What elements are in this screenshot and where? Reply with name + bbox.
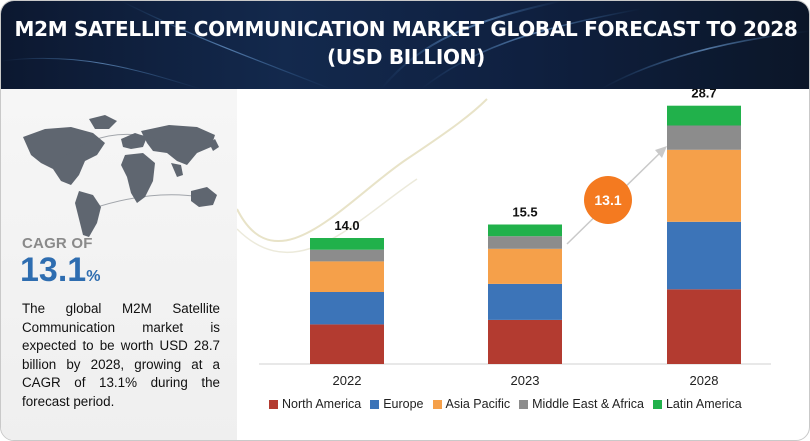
bar-segment-2028-asia-pacific [667,149,741,222]
market-description: The global M2M Satellite Communication m… [22,301,220,409]
bar-segment-2028-middle-east-africa [667,125,741,150]
x-tick-2028: 2028 [690,373,719,388]
cagr-arrow: 13.1 [566,146,667,245]
legend-label: Europe [383,397,424,411]
bar-segment-2022-north-america [310,324,384,364]
header-light-streaks [1,1,809,89]
legend-item-north-america: North America [269,397,361,411]
legend-item-europe: Europe [370,397,424,411]
header-banner: M2M SATELLITE COMMUNICATION MARKET GLOBA… [1,1,809,89]
legend-swatch [370,399,380,409]
bar-segment-2028-latin-america [667,105,741,126]
summary-panel: CAGR OF 13.1% The global M2M Satellite C… [1,89,237,440]
bar-segment-2023-asia-pacific [488,248,562,284]
decorative-swoosh [237,98,488,243]
bar-segment-2023-latin-america [488,224,562,237]
chart-legend: North America Europe Asia Pacific Middle Ea… [269,396,799,412]
bar-total-label-2023: 15.5 [512,205,537,220]
bar-segment-2028-europe [667,221,741,290]
bar-segment-2022-asia-pacific [310,261,384,292]
cagr-value: 13.1% [20,251,100,290]
cagr-arrow-head [655,146,667,158]
bar-segment-2023-europe [488,283,562,320]
legend-label: North America [282,397,362,411]
stacked-bar-chart: 14.0 15.5 28.7 13.1 2022 2023 2028 [237,89,771,388]
bar-segment-2022-middle-east-africa [310,249,384,262]
cagr-bubble-label: 13.1 [594,192,621,208]
legend-swatch [652,399,662,409]
legend-swatch [269,399,278,409]
bar-segment-2022-latin-america [310,238,384,250]
legend-label: Latin America [665,397,742,411]
legend-swatch [519,399,529,409]
legend-label: Asia Pacific [445,397,511,411]
x-tick-2023: 2023 [511,373,540,388]
bar-segment-2023-middle-east-africa [488,236,562,249]
bar-total-label-2028: 28.7 [691,89,716,101]
legend-item-middle-east-africa: Middle East & Africa [519,397,644,411]
bar-segment-2023-north-america [488,319,562,364]
page-title: M2M SATELLITE COMMUNICATION MARKET GLOBA… [14,17,798,69]
cagr-number: 13.1 [20,251,87,289]
bars-group: 14.0 15.5 28.7 [310,89,741,364]
legend-label: Middle East & Africa [532,397,644,411]
x-tick-2022: 2022 [333,373,362,388]
legend-item-asia-pacific: Asia Pacific [432,397,511,411]
legend-item-latin-america: Latin America [652,397,742,411]
cagr-label: CAGR OF [22,235,93,252]
cagr-bubble [584,176,632,224]
cagr-percent-sign: % [86,268,101,285]
x-tick-labels: 2022 2023 2028 [333,373,719,388]
bar-segment-2022-europe [310,292,384,325]
bar-total-label-2022: 14.0 [334,218,359,233]
world-map-icon [23,115,219,237]
legend-swatch [432,399,442,409]
bar-segment-2028-north-america [667,289,741,364]
